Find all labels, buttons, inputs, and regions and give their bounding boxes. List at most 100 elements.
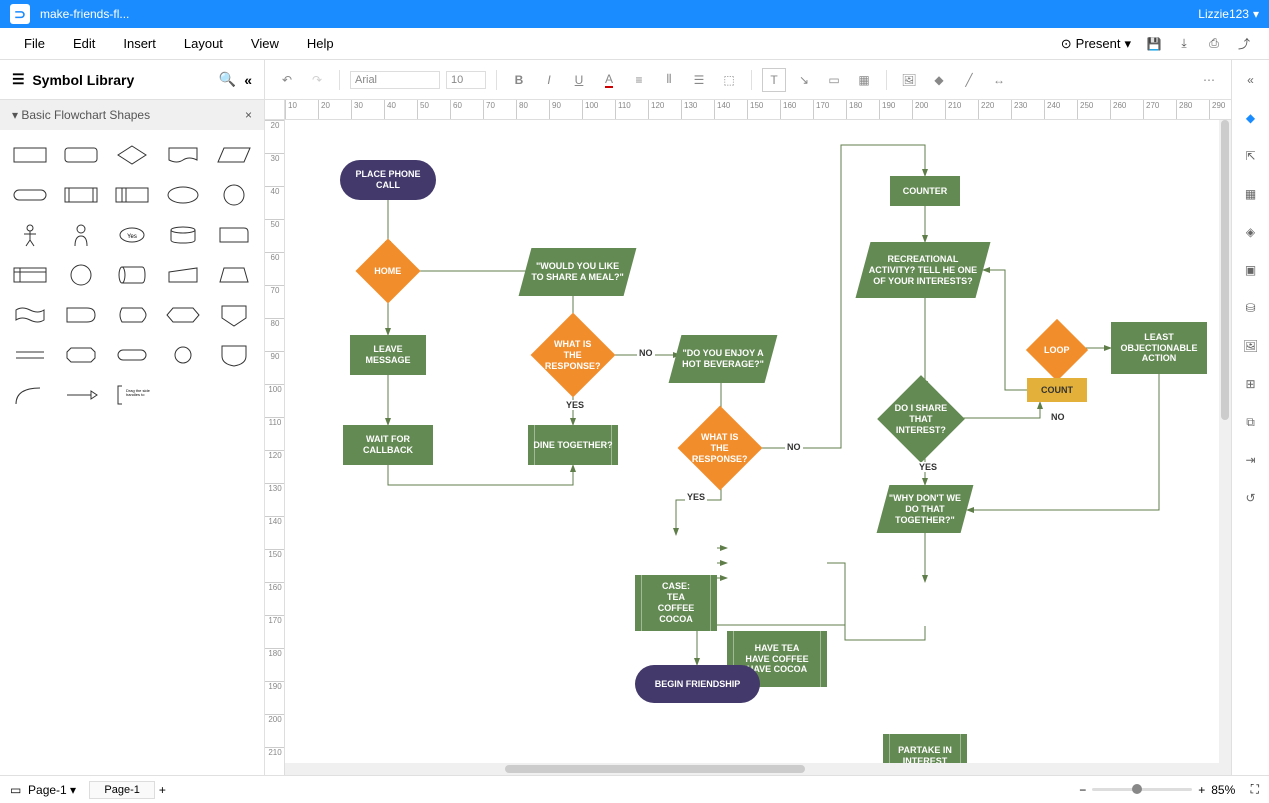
close-icon[interactable]: × xyxy=(245,108,252,122)
menu-file[interactable]: File xyxy=(10,32,59,55)
zoom-out-button[interactable]: − xyxy=(1079,783,1086,797)
shape-diamond[interactable] xyxy=(112,140,153,170)
copy-icon[interactable]: ⧉ xyxy=(1239,410,1263,434)
add-page-button[interactable]: + xyxy=(159,783,166,797)
shape-arrow[interactable] xyxy=(61,380,102,410)
underline-button[interactable]: U xyxy=(567,68,591,92)
shape-card[interactable] xyxy=(213,220,254,250)
shape-display[interactable] xyxy=(112,300,153,330)
present-button[interactable]: ⊙Present▾ xyxy=(1053,32,1139,56)
zoom-slider[interactable] xyxy=(1092,788,1192,791)
print-button[interactable]: ⎙ xyxy=(1202,32,1226,56)
shape-rect[interactable] xyxy=(10,140,51,170)
fit-screen-button[interactable]: ⛶ xyxy=(1251,782,1259,797)
shape-parallelogram[interactable] xyxy=(213,140,254,170)
format-icon[interactable]: ⇥ xyxy=(1239,448,1263,472)
flowchart-node[interactable]: COUNT xyxy=(1027,378,1087,402)
shape-line[interactable] xyxy=(10,340,51,370)
save-button[interactable]: 💾 xyxy=(1142,32,1166,56)
flowchart-node[interactable]: LEAVE MESSAGE xyxy=(350,335,426,375)
flowchart-node[interactable]: "WHY DON'T WE DO THAT TOGETHER?" xyxy=(877,485,974,533)
shape-person2[interactable] xyxy=(61,220,102,250)
zoom-in-button[interactable]: + xyxy=(1198,783,1205,797)
shape-rounded-rect[interactable] xyxy=(61,140,102,170)
page-dropdown[interactable]: Page-1 ▾ xyxy=(28,783,76,797)
shape-stored-data[interactable] xyxy=(112,180,153,210)
undo-button[interactable]: ↶ xyxy=(275,68,299,92)
text-color-button[interactable]: A xyxy=(597,68,621,92)
shape-manual-input[interactable] xyxy=(162,260,203,290)
flowchart-node[interactable]: LEAST OBJECTIONABLE ACTION xyxy=(1111,322,1207,374)
fontsize-select[interactable]: 10 xyxy=(446,71,486,89)
presentation-icon[interactable]: ▣ xyxy=(1239,258,1263,282)
database-icon[interactable]: ⛁ xyxy=(1239,296,1263,320)
export-icon[interactable]: ⇱ xyxy=(1239,144,1263,168)
flowchart-node[interactable]: BEGIN FRIENDSHIP xyxy=(635,665,760,703)
bold-button[interactable]: B xyxy=(507,68,531,92)
canvas[interactable]: PLACE PHONE CALLHOMELEAVE MESSAGEWAIT FO… xyxy=(285,120,1231,775)
download-button[interactable]: ⤓ xyxy=(1172,32,1196,56)
menu-view[interactable]: View xyxy=(237,32,293,55)
line-color-button[interactable]: ╱ xyxy=(957,68,981,92)
shape-ellipse[interactable] xyxy=(162,180,203,210)
more-button[interactable]: ⋯ xyxy=(1197,68,1221,92)
shape-circle2[interactable] xyxy=(61,260,102,290)
font-select[interactable]: Arial xyxy=(350,71,440,89)
line-style-button[interactable]: ↔ xyxy=(987,68,1011,92)
align-v-button[interactable]: ⫴ xyxy=(657,68,681,92)
text-tool-button[interactable]: T xyxy=(762,68,786,92)
flowchart-node[interactable]: WHAT IS THE RESPONSE? xyxy=(531,313,616,398)
flowchart-node[interactable]: CASE: TEA COFFEE COCOA xyxy=(635,575,717,631)
flowchart-node[interactable]: WAIT FOR CALLBACK xyxy=(343,425,433,465)
user-menu[interactable]: Lizzie123▾ xyxy=(1198,7,1259,21)
list-button[interactable]: ☰ xyxy=(687,68,711,92)
shape-arc[interactable] xyxy=(10,380,51,410)
canvas-inner[interactable]: PLACE PHONE CALLHOMELEAVE MESSAGEWAIT FO… xyxy=(285,120,1231,775)
shape-preparation[interactable] xyxy=(162,300,203,330)
shape-cylinder-h[interactable] xyxy=(112,260,153,290)
image-button[interactable]: 🖼 xyxy=(897,68,921,92)
menu-layout[interactable]: Layout xyxy=(170,32,237,55)
shape-annotation[interactable]: Drag the sidehandles to xyxy=(112,380,153,410)
menu-edit[interactable]: Edit xyxy=(59,32,109,55)
shape-yes-badge[interactable]: Yes xyxy=(112,220,153,250)
shape-circle[interactable] xyxy=(213,180,254,210)
flowchart-node[interactable]: DO I SHARE THAT INTEREST? xyxy=(877,375,965,463)
align-h-button[interactable]: ≡ xyxy=(627,68,651,92)
redo-button[interactable]: ↷ xyxy=(305,68,329,92)
shape-predefined[interactable] xyxy=(61,180,102,210)
scrollbar-vertical[interactable] xyxy=(1219,120,1231,763)
container-button[interactable]: ▭ xyxy=(822,68,846,92)
collapse-right-icon[interactable]: « xyxy=(1239,68,1263,92)
flowchart-node[interactable]: LOOP xyxy=(1026,319,1088,381)
shape-tape[interactable] xyxy=(10,300,51,330)
shape-document[interactable] xyxy=(162,140,203,170)
shape-internal-storage[interactable] xyxy=(10,260,51,290)
layers-icon[interactable]: ◈ xyxy=(1239,220,1263,244)
pages-icon[interactable]: ▭ xyxy=(10,783,21,797)
flowchart-node[interactable]: DINE TOGETHER? xyxy=(528,425,618,465)
scrollbar-horizontal[interactable] xyxy=(285,763,1231,775)
shape-shield[interactable] xyxy=(213,340,254,370)
sitemap-icon[interactable]: ⊞ xyxy=(1239,372,1263,396)
share-button[interactable]: ⤴ xyxy=(1232,32,1256,56)
flowchart-node[interactable]: "WOULD YOU LIKE TO SHARE A MEAL?" xyxy=(519,248,637,296)
shape-cylinder[interactable] xyxy=(162,220,203,250)
fill-button[interactable]: ◆ xyxy=(927,68,951,92)
shape-pill[interactable] xyxy=(112,340,153,370)
grid-button[interactable]: ▦ xyxy=(852,68,876,92)
collapse-left-icon[interactable]: « xyxy=(244,72,252,88)
shape-offpage[interactable] xyxy=(213,300,254,330)
search-icon[interactable]: 🔍 xyxy=(219,71,236,88)
flowchart-node[interactable]: RECREATIONAL ACTIVITY? TELL HE ONE OF YO… xyxy=(855,242,990,298)
flowchart-node[interactable]: HOME xyxy=(355,238,420,303)
fill-tool-icon[interactable]: ◆ xyxy=(1239,106,1263,130)
shape-terminator[interactable] xyxy=(10,180,51,210)
shape-category-header[interactable]: ▾ Basic Flowchart Shapes × xyxy=(0,100,264,130)
menu-insert[interactable]: Insert xyxy=(109,32,170,55)
history-icon[interactable]: ↺ xyxy=(1239,486,1263,510)
shape-delay[interactable] xyxy=(61,300,102,330)
picture-icon[interactable]: 🖼 xyxy=(1239,334,1263,358)
shape-trapezoid[interactable] xyxy=(213,260,254,290)
menu-help[interactable]: Help xyxy=(293,32,348,55)
